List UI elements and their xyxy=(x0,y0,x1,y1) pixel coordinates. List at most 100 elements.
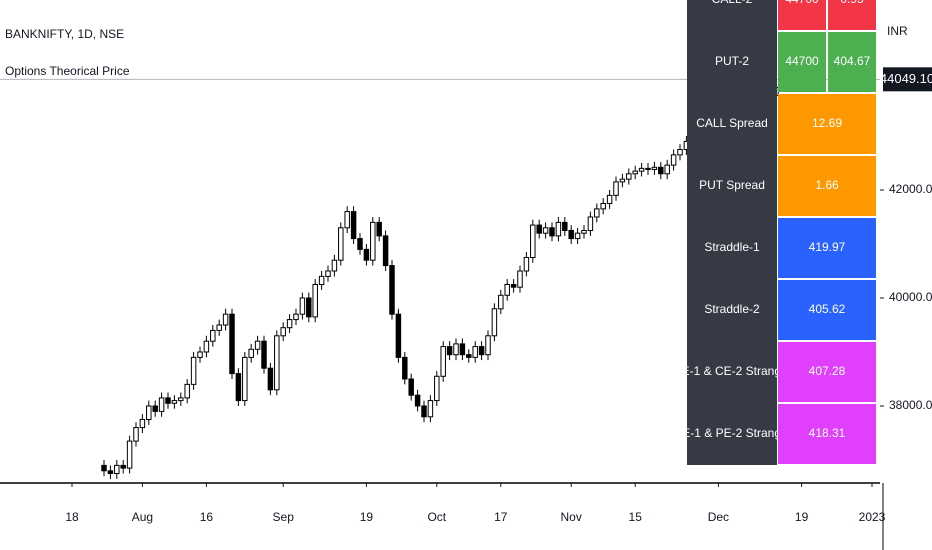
candle-body xyxy=(101,464,107,472)
candle-body xyxy=(645,167,651,170)
candle-body xyxy=(331,259,338,272)
value-cell xyxy=(778,32,826,92)
value-text: 405.62 xyxy=(809,302,846,316)
candle-body xyxy=(114,464,120,474)
candle-body xyxy=(133,427,139,442)
options-table: CALL-2 44700 0.95 PUT-2 44700 404.67 CALL Spre… xyxy=(674,0,876,465)
candle-body xyxy=(280,327,286,337)
candle-body xyxy=(235,373,242,402)
value-cell xyxy=(778,94,876,154)
candle-body xyxy=(197,351,203,358)
candle-body xyxy=(248,348,254,358)
candle-body xyxy=(267,367,274,391)
candle-body xyxy=(274,335,280,391)
candle-body xyxy=(107,470,114,474)
candle-body xyxy=(210,329,216,342)
candle-body xyxy=(478,346,485,356)
candle-body xyxy=(600,202,606,210)
row-label: PUT-2 xyxy=(715,54,749,68)
x-tick-label: 15 xyxy=(629,510,643,524)
value-cell xyxy=(778,342,876,402)
candle-body xyxy=(510,283,517,288)
candle-body xyxy=(523,256,530,272)
candle-body xyxy=(299,297,306,315)
candle-body xyxy=(306,297,312,318)
candle-body xyxy=(562,221,568,231)
candle-body xyxy=(139,418,146,429)
value-text: 419.97 xyxy=(809,240,846,254)
row-label-cell xyxy=(687,155,777,217)
value-cell xyxy=(778,280,876,340)
candle-body xyxy=(568,229,574,240)
x-tick-label: 2023 xyxy=(859,510,886,524)
candle-body xyxy=(190,356,197,385)
value-text: 407.28 xyxy=(809,364,846,378)
candle-body xyxy=(146,405,152,420)
candle-body xyxy=(670,154,677,166)
row-label-cell xyxy=(687,31,777,93)
candle-body xyxy=(440,346,446,377)
candle-body xyxy=(491,308,498,337)
x-tick-label: Oct xyxy=(427,510,446,524)
value-text: 404.67 xyxy=(834,54,871,68)
candle-body xyxy=(421,405,427,418)
candle-body xyxy=(389,265,395,315)
candle-body xyxy=(152,405,158,412)
x-tick-label: 19 xyxy=(360,510,374,524)
candle-body xyxy=(222,313,229,326)
row-label-cell xyxy=(687,403,777,465)
value-cell xyxy=(778,0,826,30)
candle-body xyxy=(638,167,645,172)
candle-body xyxy=(446,346,453,356)
row-label-cell xyxy=(687,341,777,403)
row-label: Straddle-1 xyxy=(704,240,760,254)
candle-body xyxy=(344,211,350,229)
row-label: PUT Spread xyxy=(699,178,765,192)
candle-body xyxy=(555,221,562,237)
value-cell xyxy=(828,32,876,92)
candle-body xyxy=(677,148,683,156)
candle-body xyxy=(651,166,658,170)
value-cell xyxy=(828,0,876,30)
candle-body xyxy=(414,394,421,407)
candle-body xyxy=(261,340,267,369)
row-label: Straddle-2 xyxy=(704,302,760,316)
x-tick-label: Nov xyxy=(561,510,582,524)
candle-body xyxy=(312,283,318,318)
row-label-cell xyxy=(687,0,777,31)
candle-body xyxy=(427,400,434,418)
candle-body xyxy=(126,440,133,469)
candle-body xyxy=(619,178,626,183)
row-label: CE-1 & PE-2 Strangle xyxy=(674,426,791,440)
candle-body xyxy=(184,383,190,399)
candle-body xyxy=(293,313,299,321)
candle-body xyxy=(229,313,235,375)
value-text: 44700 xyxy=(785,0,819,6)
candle-body xyxy=(626,173,632,180)
candle-body xyxy=(158,397,165,412)
value-text: 1.66 xyxy=(815,178,839,192)
value-cell xyxy=(778,218,876,278)
candle-body xyxy=(466,354,472,358)
row-label: PE-1 & CE-2 Strangle xyxy=(674,364,791,378)
candle-body xyxy=(120,464,126,469)
row-label-cell xyxy=(687,279,777,341)
candle-body xyxy=(664,164,670,175)
candle-body xyxy=(594,208,600,218)
candle-body xyxy=(254,340,261,350)
candle-body xyxy=(613,181,619,196)
candle-body xyxy=(318,275,325,285)
value-text: 44700 xyxy=(785,54,819,68)
candle-body xyxy=(165,397,171,404)
currency-label: INR xyxy=(887,24,908,38)
x-tick-label: Sep xyxy=(273,510,295,524)
candle-body xyxy=(434,375,440,402)
candle-body xyxy=(632,170,638,175)
candle-body xyxy=(549,227,555,237)
candle-body xyxy=(376,221,382,237)
candle-body xyxy=(587,216,594,231)
candle-body xyxy=(382,235,389,267)
candle-body xyxy=(536,224,542,234)
x-tick-label: 19 xyxy=(795,510,809,524)
